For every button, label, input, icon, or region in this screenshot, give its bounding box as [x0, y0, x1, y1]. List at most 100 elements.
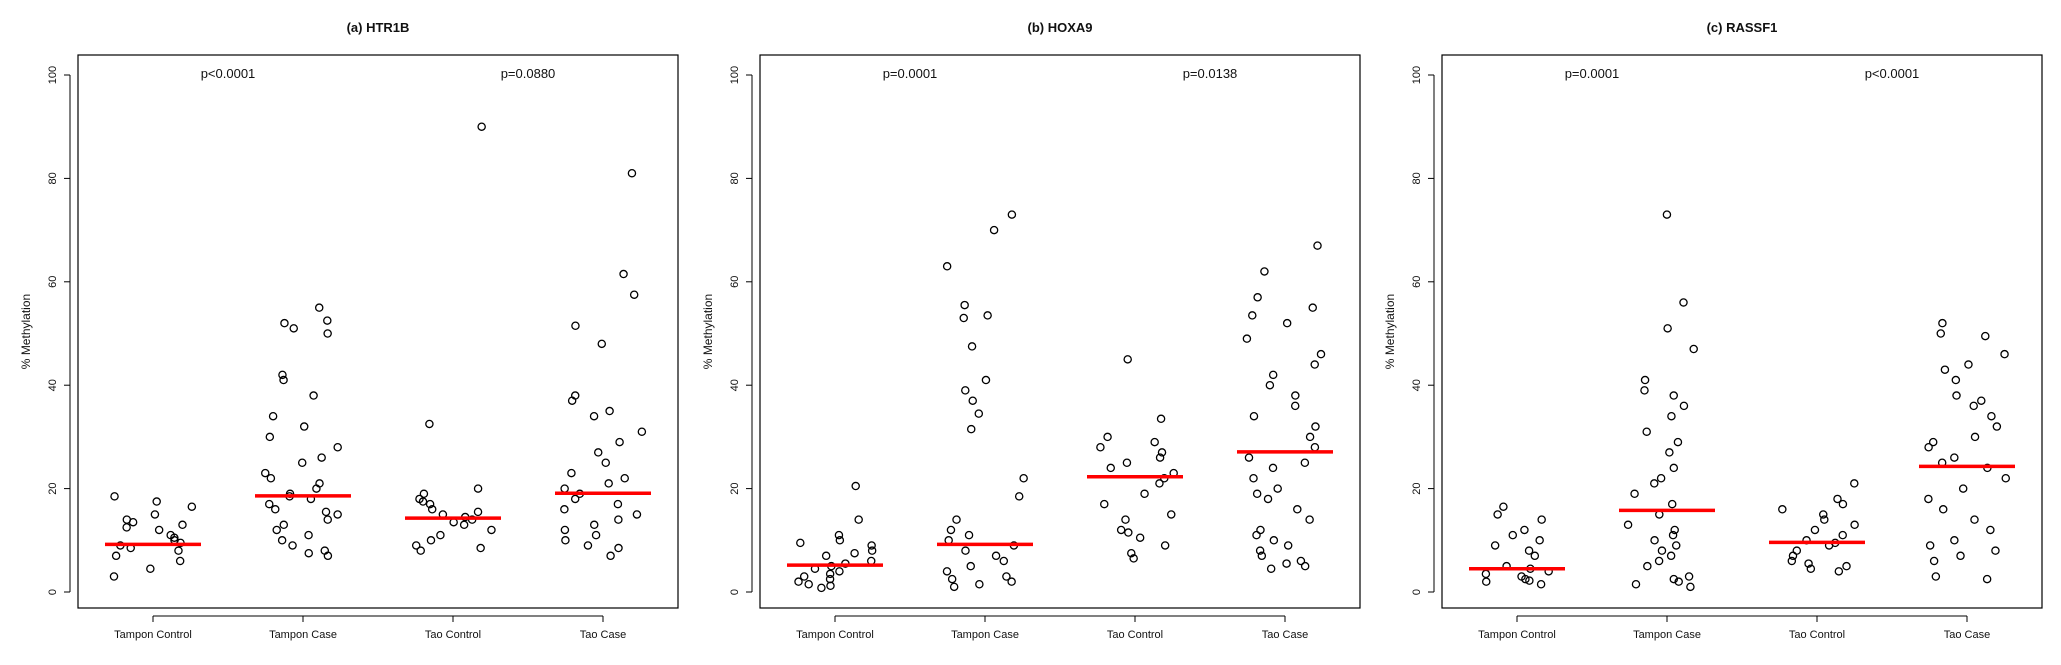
data-point: [1928, 437, 1938, 447]
data-point: [122, 515, 132, 524]
data-point: [567, 468, 576, 478]
data-point: [1525, 576, 1534, 585]
data-point: [825, 574, 835, 584]
x-category-label: Tao Case: [1944, 629, 1990, 641]
data-point: [1305, 432, 1315, 442]
data-point: [1964, 360, 1973, 369]
data-point: [1992, 422, 2002, 431]
series-2: [1623, 210, 1698, 592]
data-point: [1124, 528, 1133, 537]
data-point: [1806, 564, 1816, 573]
data-point: [835, 536, 845, 545]
data-point: [279, 520, 289, 530]
data-point: [419, 489, 429, 499]
data-point: [1810, 525, 1820, 535]
chart-title: (b) HOXA9: [1028, 20, 1093, 35]
plot-frame: [77, 54, 679, 609]
data-point: [605, 406, 614, 416]
data-point: [1940, 365, 1950, 374]
chart-title: (c) RASSF1: [1707, 20, 1778, 35]
x-category-label: Tao Control: [425, 629, 481, 641]
data-point: [1296, 556, 1306, 566]
y-axis-label: % Methylation: [19, 294, 33, 369]
data-point: [1537, 515, 1546, 524]
data-point: [1273, 484, 1282, 493]
data-point: [477, 122, 486, 131]
data-point: [1819, 510, 1828, 519]
data-point: [1838, 499, 1848, 509]
data-point: [1253, 293, 1262, 302]
data-point: [1674, 577, 1683, 586]
data-point: [1156, 414, 1166, 424]
data-point: [867, 546, 877, 555]
data-point: [1135, 533, 1145, 542]
data-point: [1850, 520, 1859, 530]
data-point: [560, 484, 569, 493]
data-point: [314, 303, 324, 312]
data-point: [1640, 375, 1650, 385]
y-tick-label: 80: [1411, 172, 1423, 184]
data-point: [1820, 515, 1829, 524]
data-point: [1951, 375, 1961, 385]
data-point: [1310, 442, 1320, 452]
data-point: [166, 530, 175, 540]
data-point: [1242, 334, 1252, 343]
data-point: [1121, 515, 1130, 524]
x-category-label: Tao Case: [1262, 629, 1308, 641]
data-point: [323, 515, 332, 524]
p-value-annotation: p=0.0001: [883, 66, 938, 81]
data-point: [1157, 448, 1167, 457]
data-point: [606, 551, 615, 561]
data-point: [1100, 499, 1109, 509]
data-point: [1669, 391, 1678, 400]
data-point: [1834, 567, 1844, 576]
y-tick-label: 20: [729, 482, 741, 494]
data-point: [1657, 546, 1667, 555]
data-point: [561, 536, 570, 545]
data-point: [850, 548, 859, 558]
data-point: [1642, 427, 1651, 436]
series-4: [1924, 318, 2011, 584]
data-point: [614, 515, 623, 524]
data-point: [1924, 494, 1933, 504]
data-point: [333, 442, 342, 452]
data-point: [1283, 541, 1293, 550]
data-point: [1686, 582, 1695, 592]
data-point: [1255, 546, 1265, 555]
data-point: [309, 391, 318, 400]
data-point: [288, 541, 297, 550]
data-point: [1313, 241, 1322, 250]
data-point: [1662, 210, 1672, 219]
data-point: [851, 481, 860, 491]
data-point: [619, 269, 628, 279]
data-point: [122, 523, 131, 532]
data-point: [425, 419, 434, 429]
data-point: [320, 546, 330, 555]
data-point: [1669, 574, 1679, 584]
data-point: [2001, 474, 2011, 483]
data-point: [1535, 536, 1544, 545]
data-point: [975, 579, 984, 589]
data-point: [967, 342, 977, 351]
data-point: [1014, 492, 1024, 501]
data-point: [627, 168, 637, 178]
data-point: [333, 510, 342, 519]
data-point: [1127, 548, 1136, 558]
y-tick-label: 40: [729, 379, 741, 391]
data-point: [187, 502, 197, 511]
data-point: [1106, 463, 1116, 473]
data-point: [1248, 311, 1257, 320]
data-point: [1530, 551, 1540, 561]
data-point: [1792, 546, 1802, 555]
y-tick-label: 0: [729, 589, 741, 595]
data-point: [946, 525, 956, 535]
data-point: [1481, 569, 1491, 579]
data-point: [974, 409, 984, 418]
data-point: [1925, 541, 1935, 550]
data-point: [1970, 515, 1979, 524]
data-point: [425, 499, 435, 509]
data-point: [1300, 561, 1310, 571]
series-4: [1242, 241, 1326, 573]
data-point: [601, 458, 610, 467]
y-axis-label: % Methylation: [701, 294, 715, 369]
